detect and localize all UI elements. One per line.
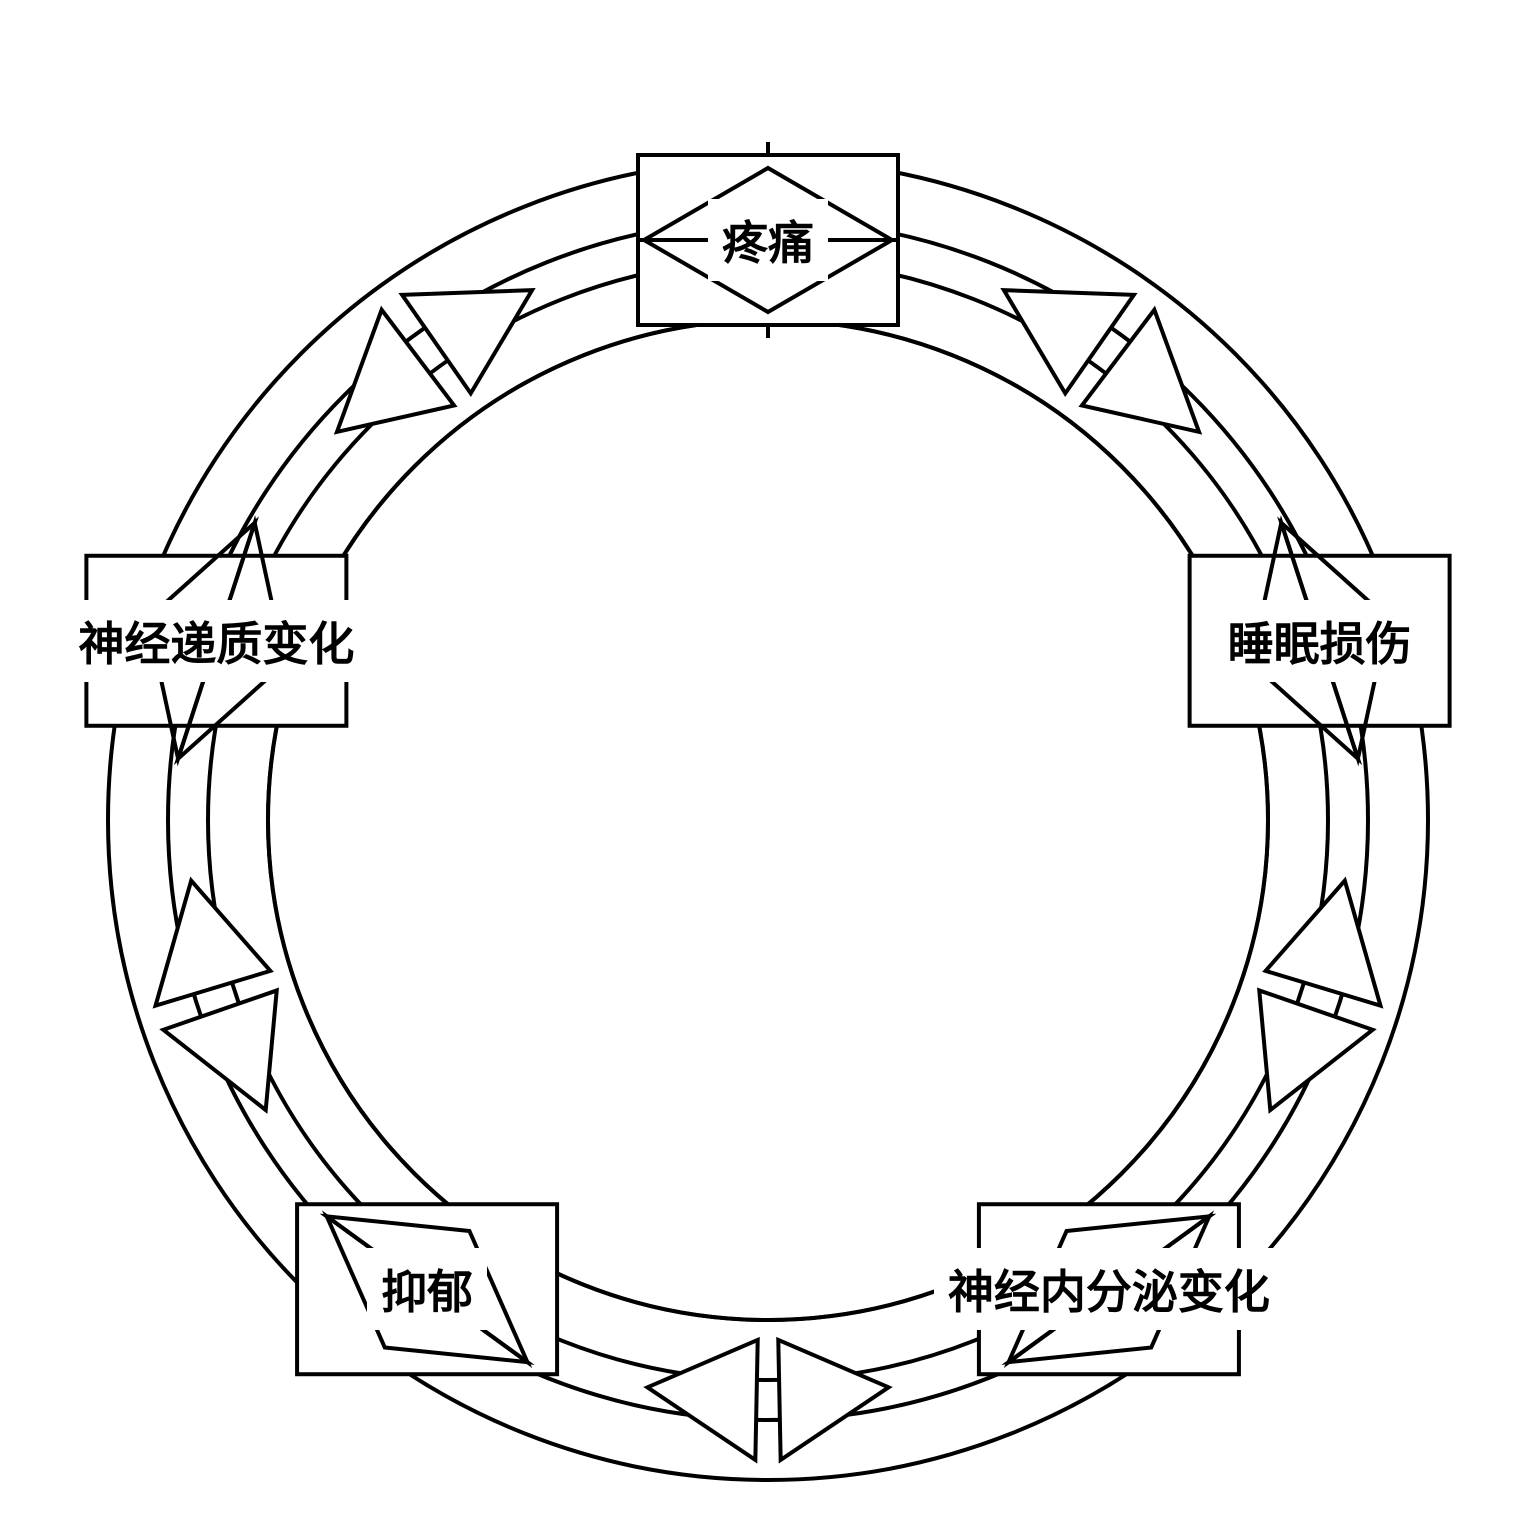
- node-label-pain: 疼痛: [708, 199, 828, 281]
- node-label-sleep-damage: 睡眠损伤: [1214, 600, 1426, 682]
- node-label-neuroendocrine: 神经内分泌变化: [934, 1248, 1284, 1330]
- cycle-diagram: 疼痛睡眠损伤神经内分泌变化 抑郁 神经递质变化: [0, 0, 1537, 1537]
- node-label-depression: 抑郁: [367, 1248, 487, 1330]
- node-label-neurotransmitter: 神经递质变化: [64, 600, 368, 682]
